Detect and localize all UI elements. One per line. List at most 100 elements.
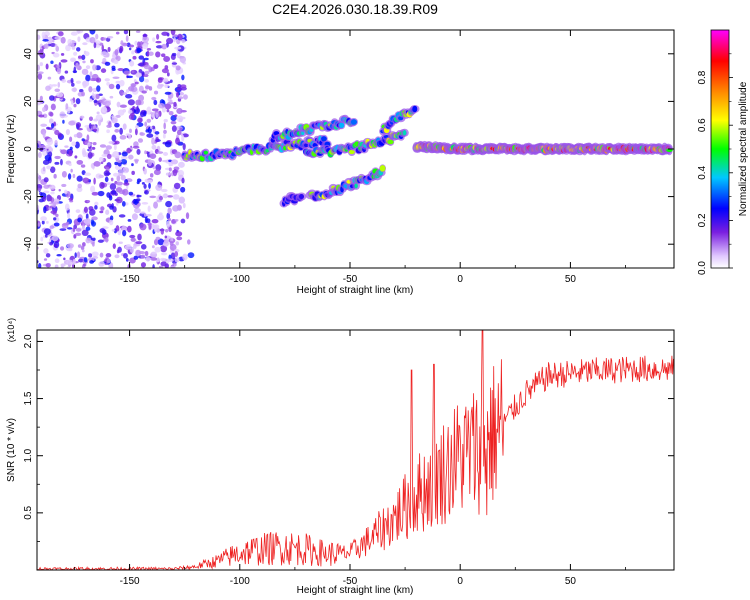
spectrogram-noise-blob: [136, 47, 142, 54]
spectrogram-trace-core: [321, 136, 327, 142]
spectrogram-noise-blob: [73, 134, 78, 138]
spectrogram-noise-blob: [161, 43, 167, 50]
spectrogram-trace-core: [338, 122, 345, 129]
spectrogram-noise-blob: [97, 190, 105, 197]
spectrogram-noise-blob: [125, 94, 133, 99]
spectrogram-noise-blob: [153, 169, 161, 176]
spectrogram-noise-blob: [164, 141, 172, 148]
spectrogram-x-tick-label: 50: [565, 274, 577, 285]
spectrogram-noise-blob: [59, 228, 67, 231]
spectrogram-noise-blob: [94, 201, 99, 206]
spectrogram-noise-blob: [153, 64, 159, 69]
spectrogram-noise-blob: [40, 123, 48, 127]
spectrogram-noise-blob: [174, 251, 179, 257]
spectrogram-noise-blob: [151, 245, 155, 249]
spectrogram-noise-blob: [180, 84, 187, 89]
spectrogram-noise-blob: [102, 57, 107, 63]
spectrogram-noise-blob: [45, 220, 49, 224]
spectrogram-noise-blob: [76, 175, 83, 182]
spectrogram-noise-blob: [109, 205, 114, 210]
spectrogram-noise-blob: [174, 114, 178, 117]
spectrogram-noise-blob: [119, 104, 127, 108]
spectrogram-noise-blob: [117, 67, 124, 72]
spectrogram-trace-core: [387, 139, 394, 145]
spectrogram-noise-blob: [146, 106, 152, 113]
spectrogram-noise-blob: [155, 137, 159, 143]
spectrogram-noise-blob: [161, 68, 169, 74]
spectrogram-noise-blob: [105, 236, 109, 243]
spectrogram-noise-blob: [89, 78, 97, 82]
spectrogram-noise-blob: [93, 177, 96, 185]
spectrogram-noise-blob: [126, 243, 131, 247]
spectrogram-noise-blob: [54, 161, 60, 165]
spectrogram-noise-blob: [140, 254, 146, 259]
spectrogram-noise-blob: [143, 57, 149, 61]
spectrogram-noise-blob: [109, 215, 114, 221]
spectrogram-noise-blob: [42, 38, 49, 42]
spectrogram-noise-blob: [164, 83, 169, 89]
spectrogram-noise-blob: [75, 80, 82, 84]
spectrogram-noise-blob: [49, 43, 56, 47]
spectrogram-noise-blob: [60, 36, 66, 44]
spectrogram-noise-blob: [163, 118, 168, 123]
spectrogram-noise-blob: [140, 244, 147, 250]
spectrogram-noise-blob: [54, 36, 62, 40]
spectrogram-noise-blob: [151, 251, 157, 255]
spectrogram-noise-blob: [82, 60, 86, 64]
spectrogram-noise-blob: [172, 169, 179, 173]
spectrogram-noise-blob: [134, 207, 141, 214]
spectrogram-noise-blob: [41, 220, 45, 225]
spectrogram-noise-blob: [49, 195, 53, 202]
colorbar-label: Normalized spectral amplitude: [738, 81, 749, 216]
spectrogram-noise-blob: [93, 118, 99, 122]
spectrogram-noise-blob: [128, 85, 135, 92]
spectrogram-y-tick-label: 40: [23, 48, 34, 60]
spectrogram-noise-blob: [42, 131, 46, 139]
spectrogram-noise-blob: [174, 46, 182, 50]
spectrogram-noise-blob: [161, 252, 168, 256]
spectrogram-noise-blob: [136, 105, 139, 113]
spectrogram-noise-blob: [65, 128, 71, 136]
spectrogram-noise-blob: [165, 200, 173, 208]
spectrogram-noise-blob: [116, 159, 122, 163]
spectrogram-noise-blob: [68, 197, 74, 201]
spectrogram-noise-blob: [67, 212, 71, 219]
spectrogram-noise-blob: [98, 174, 104, 179]
spectrogram-noise-blob: [113, 59, 119, 65]
spectrogram-noise-blob: [111, 229, 116, 232]
spectrogram-noise-blob: [91, 146, 96, 150]
spectrogram-noise-blob: [141, 182, 145, 185]
spectrogram-noise-blob: [98, 119, 102, 126]
spectrogram-noise-blob: [81, 54, 86, 61]
spectrogram-noise-blob: [120, 158, 128, 165]
spectrogram-noise-blob: [51, 84, 58, 87]
spectrogram-noise-blob: [140, 262, 147, 268]
spectrogram-noise-blob: [127, 263, 131, 268]
spectrogram-noise-blob: [123, 30, 129, 35]
spectrogram-noise-blob: [38, 198, 44, 203]
spectrogram-noise-blob: [174, 219, 179, 222]
spectrogram-y-tick-label: -20: [23, 189, 34, 204]
spectrogram-noise-blob: [50, 60, 54, 64]
spectrogram-noise-blob: [50, 210, 57, 214]
spectrogram-noise-blob: [125, 133, 131, 136]
spectrogram-noise-blob: [82, 80, 90, 87]
spectrogram-noise-blob: [77, 36, 81, 42]
spectrogram-noise-blob: [102, 37, 107, 41]
spectrogram-noise-blob: [40, 216, 47, 222]
spectrogram-noise-blob: [135, 99, 142, 106]
spectrogram-noise-blob: [153, 239, 159, 246]
spectrogram-noise-blob: [76, 251, 81, 258]
spectrogram-noise-blob: [161, 31, 169, 36]
spectrogram-noise-blob: [77, 183, 82, 189]
spectrogram-noise-blob: [67, 173, 72, 180]
spectrogram-noise-blob: [137, 138, 144, 143]
spectrogram-noise-blob: [181, 74, 185, 81]
spectrogram-trace-core: [348, 149, 355, 155]
spectrogram-noise-blob: [165, 172, 171, 176]
spectrogram-trace-core: [303, 143, 309, 148]
spectrogram-noise-blob: [113, 144, 117, 151]
spectrogram-noise-blob: [162, 133, 166, 139]
spectrogram-noise-blob: [106, 81, 110, 86]
spectrogram-noise-blob: [52, 203, 57, 208]
